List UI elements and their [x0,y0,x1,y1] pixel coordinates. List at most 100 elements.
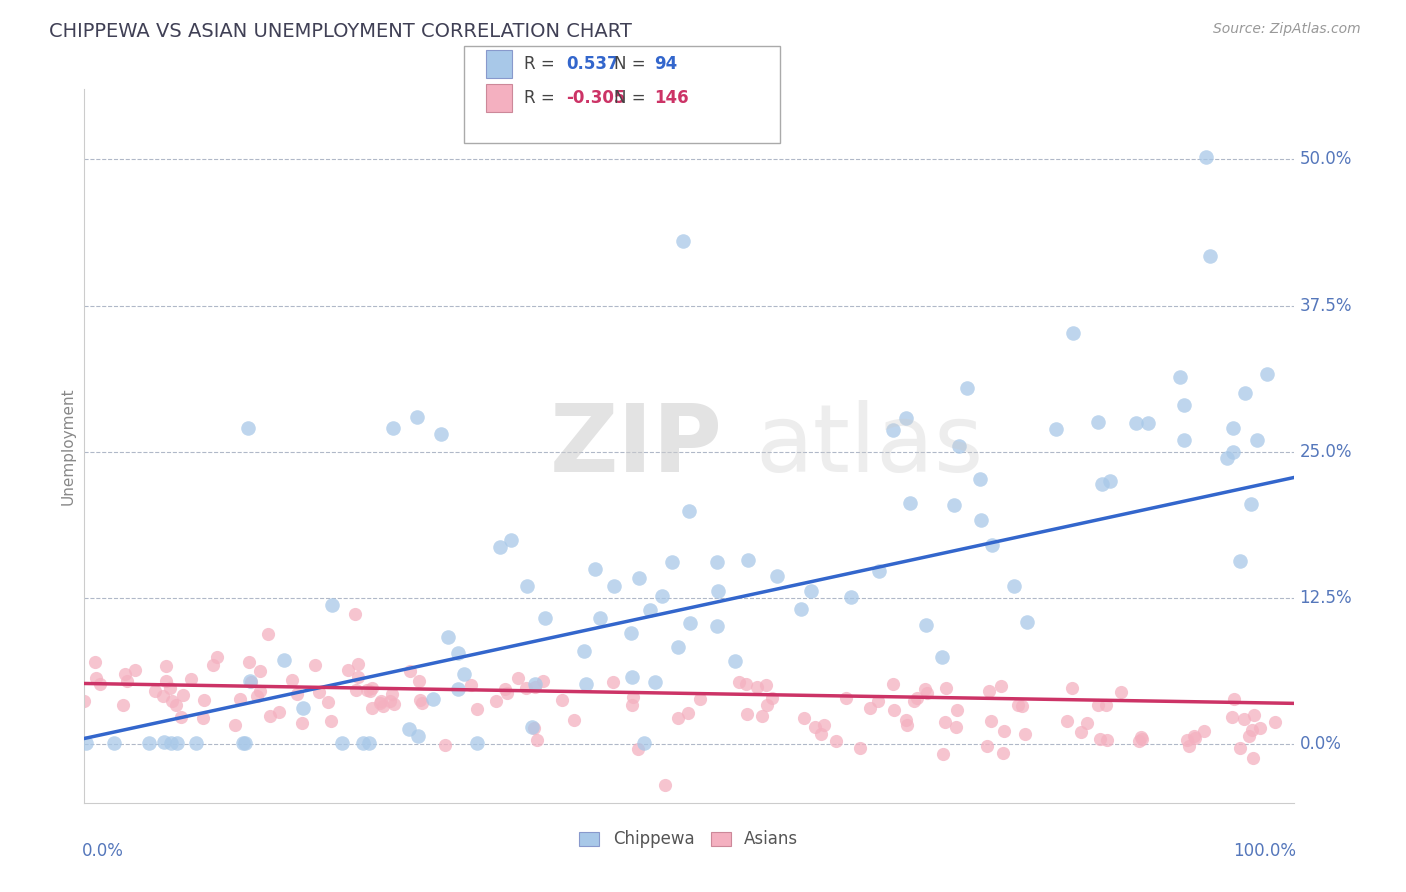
Point [931,649,953,664]
Point [603,578,626,592]
Point [1002,579,1025,593]
Point [849,741,872,756]
Point [523,721,546,735]
Point [1087,415,1109,429]
Point [835,691,858,706]
Point [257,627,280,641]
Point [205,650,228,665]
Point [1173,433,1195,447]
Point [990,679,1012,693]
Point [799,584,821,599]
Point [523,677,546,691]
Point [945,720,967,734]
Text: ZIP: ZIP [550,400,723,492]
Point [1264,715,1286,730]
Point [1233,712,1256,726]
Point [666,640,689,654]
Point [1088,732,1111,747]
Point [810,727,832,741]
Point [1241,723,1264,738]
Point [977,683,1000,698]
Point [193,711,215,725]
Point [1173,398,1195,412]
Point [1223,692,1246,706]
Point [381,687,404,701]
Point [291,700,314,714]
Point [114,666,136,681]
Point [344,607,367,622]
Point [1222,445,1244,459]
Point [381,421,404,435]
Point [737,553,759,567]
Point [903,694,925,708]
Point [240,674,263,689]
Text: R =: R = [524,55,561,73]
Point [948,439,970,453]
Point [138,736,160,750]
Point [627,742,650,756]
Point [661,555,683,569]
Point [239,674,262,689]
Point [915,618,938,632]
Point [352,736,374,750]
Point [678,504,700,518]
Point [143,684,166,698]
Point [1249,721,1271,735]
Text: N =: N = [614,89,651,107]
Point [672,234,695,248]
Point [1229,741,1251,756]
Point [620,626,643,640]
Point [368,696,391,710]
Point [155,659,177,673]
Point [755,678,778,692]
Point [534,611,557,625]
Point [170,710,193,724]
Point [408,674,430,689]
Point [825,734,848,748]
Point [235,736,257,750]
Point [633,736,655,750]
Point [422,692,444,706]
Point [755,698,778,712]
Point [460,678,482,692]
Point [285,687,308,701]
Point [229,692,252,706]
Point [319,714,342,729]
Point [1099,474,1122,488]
Point [184,736,207,750]
Point [238,656,260,670]
Point [724,654,747,668]
Point [526,732,548,747]
Point [882,423,904,437]
Point [628,571,651,585]
Point [621,690,644,704]
Point [1076,716,1098,731]
Point [399,664,422,678]
Point [868,694,890,708]
Point [1045,422,1067,436]
Point [1229,554,1251,568]
Point [1177,732,1199,747]
Point [1062,326,1084,340]
Point [316,695,339,709]
Point [1095,733,1118,747]
Point [1246,433,1268,447]
Point [494,681,516,696]
Text: R =: R = [524,89,561,107]
Point [882,677,904,691]
Point [153,735,176,749]
Point [905,690,928,705]
Point [515,681,537,695]
Point [728,675,751,690]
Point [896,713,918,727]
Point [180,672,202,686]
Point [360,700,382,714]
Point [1007,698,1029,713]
Point [583,562,606,576]
Text: 25.0%: 25.0% [1299,442,1353,461]
Point [531,673,554,688]
Point [344,683,367,698]
Point [602,675,624,690]
Point [993,724,1015,739]
Point [666,711,689,725]
